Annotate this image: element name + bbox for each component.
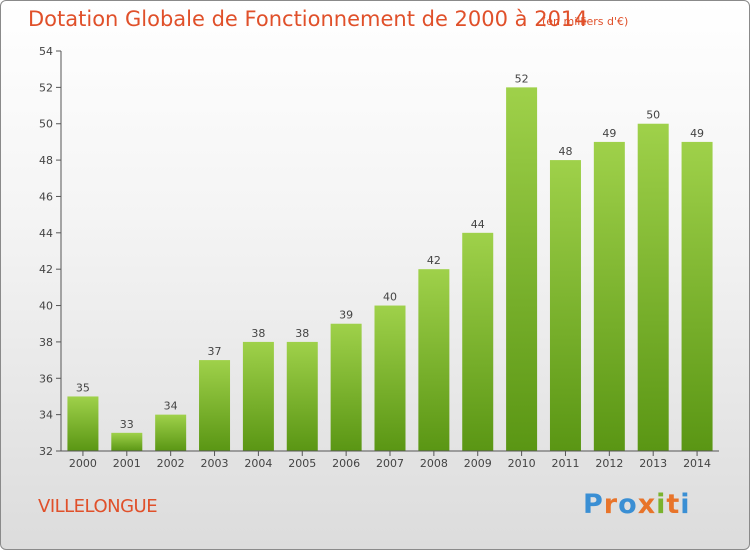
data-label: 48 — [558, 145, 572, 158]
data-label: 37 — [208, 345, 222, 358]
y-tick-label: 42 — [39, 263, 53, 276]
brand-letter: t — [666, 489, 681, 520]
y-tick-label: 40 — [39, 300, 53, 313]
x-tick-label: 2005 — [288, 457, 316, 470]
bar — [67, 396, 99, 451]
brand-letter: o — [618, 489, 638, 520]
bar — [199, 360, 231, 451]
x-tick-label: 2004 — [244, 457, 272, 470]
y-tick-label: 38 — [39, 336, 53, 349]
bar — [111, 432, 143, 451]
x-tick-label: 2013 — [639, 457, 667, 470]
bar — [330, 323, 362, 451]
x-tick-label: 2011 — [551, 457, 579, 470]
data-label: 50 — [646, 109, 660, 122]
bar — [462, 232, 494, 451]
x-tick-label: 2009 — [464, 457, 492, 470]
brand-letter: r — [603, 489, 619, 520]
commune-name: VILLELONGUE — [38, 496, 158, 517]
brand-letter: i — [656, 489, 667, 520]
bar — [549, 160, 581, 451]
bar — [155, 414, 187, 451]
y-tick-label: 36 — [39, 372, 53, 385]
data-label: 49 — [690, 127, 704, 140]
y-tick-label: 44 — [39, 227, 53, 240]
x-tick-label: 2002 — [157, 457, 185, 470]
data-label: 44 — [471, 218, 485, 231]
y-tick-label: 50 — [39, 118, 53, 131]
x-tick-label: 2010 — [508, 457, 536, 470]
y-tick-label: 34 — [39, 409, 53, 422]
brand-letter: i — [680, 489, 691, 520]
x-tick-label: 2000 — [69, 457, 97, 470]
y-tick-label: 54 — [39, 45, 53, 58]
bar — [593, 141, 625, 451]
data-label: 49 — [602, 127, 616, 140]
y-tick-label: 52 — [39, 81, 53, 94]
bar — [418, 269, 450, 451]
x-tick-label: 2001 — [113, 457, 141, 470]
brand-letter: P — [583, 489, 604, 520]
data-label: 34 — [164, 400, 178, 413]
chart-title: Dotation Globale de Fonctionnement de 20… — [28, 7, 588, 31]
data-label: 52 — [515, 72, 529, 85]
brand-letter: x — [637, 489, 657, 520]
x-tick-label: 2007 — [376, 457, 404, 470]
data-label: 35 — [76, 381, 90, 394]
data-label: 38 — [251, 327, 265, 340]
x-tick-label: 2014 — [683, 457, 711, 470]
x-tick-label: 2006 — [332, 457, 360, 470]
y-tick-label: 48 — [39, 154, 53, 167]
x-tick-label: 2012 — [595, 457, 623, 470]
bar — [242, 341, 274, 451]
bar — [681, 141, 713, 451]
data-label: 38 — [295, 327, 309, 340]
data-label: 42 — [427, 254, 441, 267]
data-label: 40 — [383, 291, 397, 304]
x-tick-label: 2003 — [201, 457, 229, 470]
bar — [506, 87, 538, 451]
data-label: 39 — [339, 309, 353, 322]
data-label: 33 — [120, 418, 134, 431]
brand-logo: Proxiti — [583, 489, 691, 520]
bar — [637, 123, 669, 452]
y-tick-label: 32 — [39, 445, 53, 458]
x-tick-label: 2008 — [420, 457, 448, 470]
y-tick-label: 46 — [39, 190, 53, 203]
bar — [286, 341, 318, 451]
chart-subtitle: (en milliers d'€) — [542, 15, 629, 28]
bar — [374, 305, 406, 451]
